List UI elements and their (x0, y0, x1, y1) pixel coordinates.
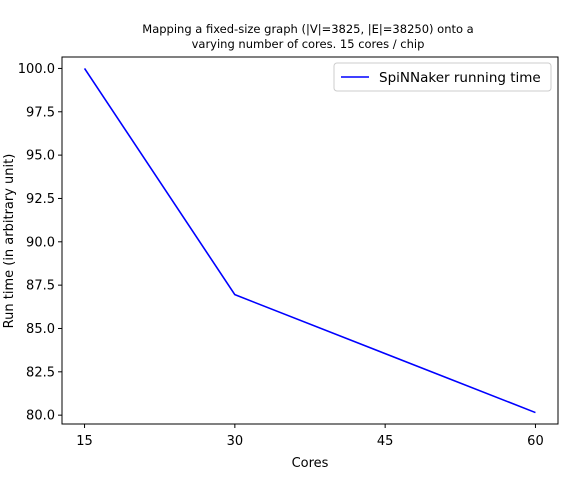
series-line-0 (83, 67, 536, 414)
plot-frame (61, 56, 559, 425)
legend-label-spinnaker: SpiNNaker running time (379, 70, 541, 86)
y-tick-label: 95.0 (26, 149, 55, 164)
legend: SpiNNaker running time (333, 62, 552, 92)
y-tick-label: 97.5 (26, 105, 55, 120)
x-tick-label: 45 (377, 434, 394, 449)
chart-title-line-1: Mapping a fixed-size graph (|V|=3825, |E… (142, 22, 473, 36)
x-axis-label: Cores (292, 456, 329, 471)
y-tick-label: 87.5 (26, 279, 55, 294)
y-tick-label: 100.0 (18, 62, 55, 77)
y-axis-ticks: 80.0 82.5 85.0 87.5 90.0 92.5 95.0 97.5 100.0 (18, 62, 62, 424)
y-tick-label: 82.5 (26, 365, 55, 380)
chart-title-line-2: varying number of cores. 15 cores / chip (192, 37, 425, 51)
x-tick-label: 30 (227, 434, 244, 449)
plot-layer (83, 67, 536, 414)
y-tick-label: 85.0 (26, 322, 55, 337)
x-tick-label: 15 (76, 434, 93, 449)
y-tick-label: 80.0 (26, 409, 55, 424)
legend-box (333, 62, 552, 92)
x-axis-ticks: 15 30 45 60 (76, 424, 544, 449)
y-tick-label: 90.0 (26, 235, 55, 250)
y-axis-label: Run time (in arbitrary unit) (2, 154, 17, 329)
y-tick-label: 92.5 (26, 192, 55, 207)
x-tick-label: 60 (527, 434, 544, 449)
chart-title: Mapping a fixed-size graph (|V|=3825, |E… (142, 22, 473, 51)
